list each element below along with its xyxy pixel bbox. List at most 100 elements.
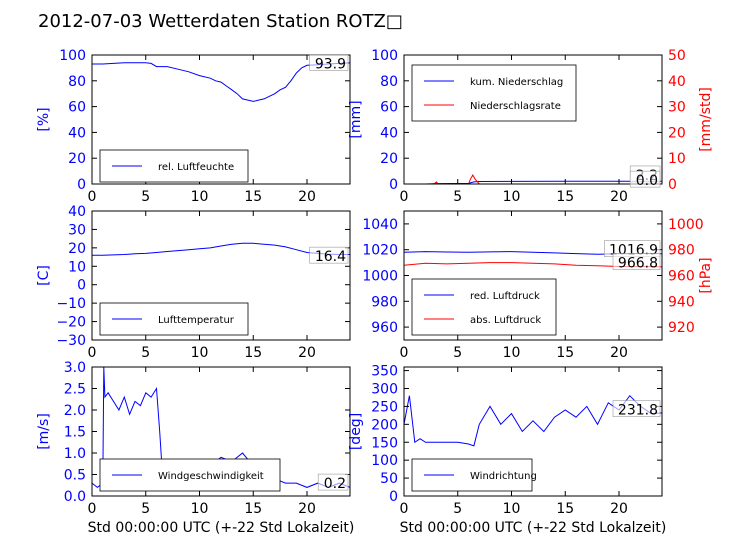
- legend-box: [411, 64, 577, 122]
- legend-entry: kum. Niederschlag: [470, 77, 563, 88]
- x-tick-label: 15: [244, 501, 262, 517]
- y-tick-label: 0: [389, 177, 398, 193]
- y-tick-label: −20: [56, 315, 86, 331]
- y-tick-label: 1020: [362, 243, 398, 259]
- y-tick-label: 50: [380, 471, 398, 487]
- x-tick-label: 20: [298, 501, 316, 517]
- y-tick-label: 150: [371, 435, 398, 451]
- x-tick-label: 5: [453, 501, 462, 517]
- y-tick-label: 0: [77, 278, 86, 294]
- y-axis-label: [mm]: [348, 100, 364, 138]
- y-tick-label: 40: [68, 125, 86, 141]
- y-tick-label-right: 30: [668, 100, 686, 116]
- y-axis-label-right: [mm/std]: [698, 87, 714, 152]
- y-tick-label: −10: [56, 296, 86, 312]
- plot-frame: [403, 54, 663, 185]
- y-tick-label: 1.0: [64, 446, 86, 462]
- value-annotation: 231.8: [618, 403, 658, 419]
- panel-windspeed: 0 5 10 15 20 0.0 0.5 1.0 1.5 2.0 2.5 3.0 [m/s] Std 00…: [36, 360, 354, 536]
- y-tick-label-right: 920: [668, 320, 695, 336]
- x-tick-label: 5: [141, 345, 150, 361]
- annotation-box: [309, 54, 349, 71]
- y-tick-label: 250: [371, 399, 398, 415]
- y-tick-label: 2.0: [64, 403, 86, 419]
- y-tick-label: 0.0: [64, 489, 86, 505]
- y-tick-label: 20: [380, 151, 398, 167]
- y-tick-label: 20: [68, 151, 86, 167]
- x-tick-label: 5: [141, 189, 150, 205]
- legend-box: [411, 278, 557, 336]
- y-tick-label: 10: [68, 259, 86, 275]
- x-tick-label: 0: [400, 345, 409, 361]
- y-tick-label: 40: [68, 204, 86, 220]
- y-tick-label: 60: [68, 100, 86, 116]
- y-tick-label: 1.5: [64, 425, 86, 441]
- y-tick-label-right: 980: [668, 243, 695, 259]
- x-tick-label: 20: [298, 189, 316, 205]
- x-tick-label: 10: [191, 501, 209, 517]
- panel-temperature: 0 5 10 15 20 −30 −20 −10 0 10 20 30 40 [C] Lufttempera…: [36, 204, 351, 361]
- value-annotation: 0.2: [324, 476, 346, 492]
- y-tick-label: 20: [68, 241, 86, 257]
- x-tick-label: 5: [141, 501, 150, 517]
- y-tick-label-right: 960: [668, 269, 695, 285]
- x-tick-label: 15: [556, 501, 574, 517]
- panel-pressure: 0 5 10 15 20 960 980 1000 1020 1040 920 940 960 980 10…: [362, 210, 714, 361]
- panel-precip: 0 5 10 15 20 0 20 40 60 80 100 0 10 20 30 40 50 [mm] [mm/s…: [348, 48, 714, 205]
- y-tick-label: 980: [371, 294, 398, 310]
- legend-entry: rel. Luftfeuchte: [158, 162, 234, 173]
- annotation-box: [612, 253, 661, 270]
- x-tick-label: 0: [400, 189, 409, 205]
- x-tick-label: 15: [556, 189, 574, 205]
- y-tick-label: 350: [371, 364, 398, 380]
- y-tick-label: −30: [56, 333, 86, 349]
- plot-frame: [91, 54, 351, 185]
- y-tick-label-right: 0: [668, 177, 677, 193]
- y-tick-label: 40: [380, 125, 398, 141]
- x-tick-label: 5: [453, 345, 462, 361]
- y-tick-label: 100: [371, 48, 398, 64]
- series-line-precip-1: [404, 173, 662, 184]
- x-tick-label: 15: [556, 345, 574, 361]
- y-tick-label-right: 20: [668, 125, 686, 141]
- y-axis-label: [deg]: [348, 413, 364, 450]
- y-tick-label: 0.5: [64, 468, 86, 484]
- y-tick-label-right: 1000: [668, 217, 704, 233]
- y-tick-label: 0: [389, 489, 398, 505]
- value-annotation: 93.9: [315, 56, 346, 72]
- y-tick-label: 960: [371, 320, 398, 336]
- y-tick-label: 100: [371, 453, 398, 469]
- value-annotation: 0.0: [636, 173, 658, 189]
- y-tick-label: 200: [371, 417, 398, 433]
- x-tick-label: 20: [610, 345, 628, 361]
- annotation-box: [317, 473, 349, 491]
- y-tick-label-right: 940: [668, 294, 695, 310]
- x-tick-label: 10: [503, 345, 521, 361]
- legend-entry: Lufttemperatur: [158, 315, 235, 326]
- y-tick-label: 30: [68, 222, 86, 238]
- y-axis-label: [%]: [36, 107, 52, 131]
- x-tick-label: 10: [191, 345, 209, 361]
- y-tick-label: 1000: [362, 269, 398, 285]
- x-tick-label: 0: [88, 501, 97, 517]
- x-tick-label: 5: [453, 189, 462, 205]
- y-axis-label: [C]: [36, 265, 52, 286]
- annotation-box: [309, 246, 349, 264]
- y-tick-label: 60: [380, 100, 398, 116]
- value-annotation: 966.8: [618, 256, 658, 272]
- y-axis-label: [m/s]: [36, 413, 52, 450]
- y-tick-label-right: 10: [668, 151, 686, 167]
- x-tick-label: 10: [503, 189, 521, 205]
- y-tick-label-right: 50: [668, 48, 686, 64]
- y-tick-label: 80: [380, 74, 398, 90]
- x-tick-label: 10: [191, 189, 209, 205]
- x-tick-label: 0: [88, 189, 97, 205]
- series-line-temperature-0: [92, 242, 350, 256]
- y-tick-label: 300: [371, 382, 398, 398]
- panel-humidity: 0 5 10 15 20 0 20 40 60 80 100 [%] rel. Luftfeuchte 9…: [36, 48, 351, 205]
- x-tick-label: 20: [610, 189, 628, 205]
- y-tick-label: 2.5: [64, 382, 86, 398]
- y-tick-label: 0: [77, 177, 86, 193]
